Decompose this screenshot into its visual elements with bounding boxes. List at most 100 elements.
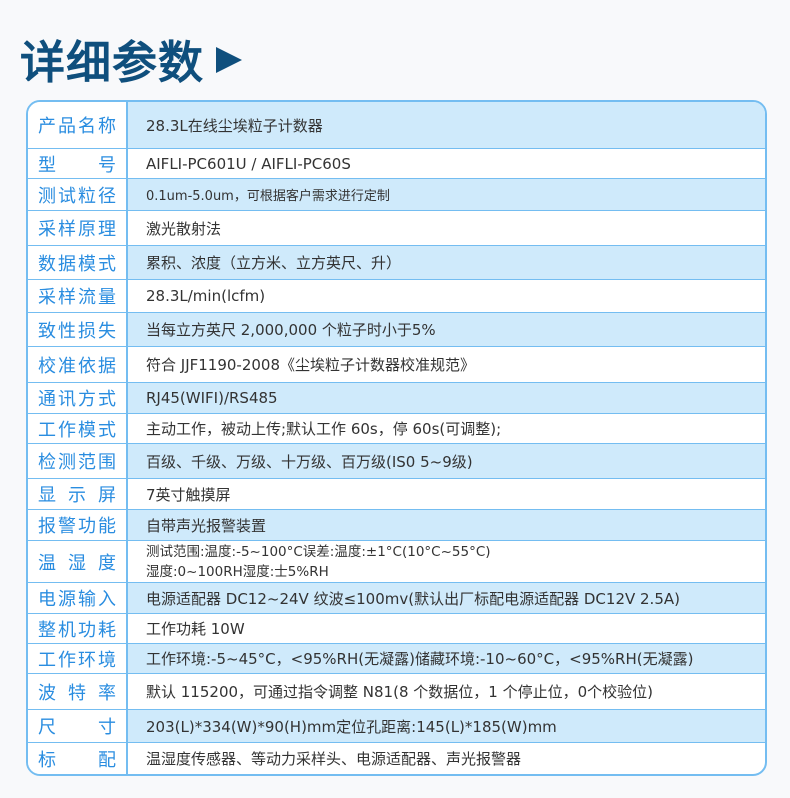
row-value: 自带声光报警装置 — [128, 510, 765, 540]
row-value-line: RJ45(WIFI)/RS485 — [146, 389, 278, 407]
table-row: 采样原理 激光散射法 — [28, 210, 765, 245]
row-label-text: 型号 — [38, 154, 116, 176]
table-row: 工作模式 主动工作，被动上传;默认工作 60s，停 60s(可调整); — [28, 413, 765, 443]
spec-table: 产品名称 28.3L在线尘埃粒子计数器型号 AIFLI-PC601U / AIFLI… — [26, 100, 767, 776]
row-label-text: 报警功能 — [38, 516, 116, 537]
table-row: 显示屏 7英寸触摸屏 — [28, 478, 765, 509]
row-label: 采样原理 — [28, 211, 128, 245]
row-value: 工作环境:-5~45°C，<95%RH(无凝露)储藏环境:-10~60°C，<9… — [128, 644, 765, 673]
row-value: 7英寸触摸屏 — [128, 479, 765, 509]
row-value-line: AIFLI-PC601U / AIFLI-PC60S — [146, 154, 351, 173]
row-label: 报警功能 — [28, 510, 128, 540]
page-title-text: 详细参数 — [20, 35, 205, 89]
row-value-line: 当每立方英尺 2,000,000 个粒子时小于5% — [146, 321, 436, 339]
row-value: 当每立方英尺 2,000,000 个粒子时小于5% — [128, 313, 765, 346]
row-value: 测试范围:温度:-5~100°C误差:温度:±1°C(10°C~55°C) 湿度:… — [128, 541, 765, 582]
table-row: 型号 AIFLI-PC601U / AIFLI-PC60S — [28, 148, 765, 178]
table-row: 温湿度 测试范围:温度:-5~100°C误差:温度:±1°C(10°C~55°C)… — [28, 540, 765, 582]
row-value-line: 自带声光报警装置 — [146, 516, 267, 535]
row-label-text: 温湿度 — [38, 552, 116, 574]
row-label: 工作环境 — [28, 644, 128, 673]
row-value-line: 湿度:0~100RH湿度:士5%RH — [146, 563, 329, 580]
row-label-text: 通讯方式 — [38, 389, 116, 410]
row-label-text: 校准依据 — [38, 355, 116, 377]
table-row: 采样流量 28.3L/min(lcfm) — [28, 279, 765, 312]
row-value: 累积、浓度（立方米、立方英尺、升） — [128, 246, 765, 279]
row-value-line: 主动工作，被动上传;默认工作 60s，停 60s(可调整); — [146, 420, 502, 438]
row-value: RJ45(WIFI)/RS485 — [128, 383, 765, 413]
table-row: 波特率 默认 115200，可通过指令调整 N81(8 个数据位，1 个停止位，0… — [28, 673, 765, 709]
row-label: 数据模式 — [28, 246, 128, 279]
row-label-text: 显示屏 — [38, 485, 116, 506]
table-row: 检测范围 百级、千级、万级、十万级、百万级(IS0 5~9级) — [28, 443, 765, 478]
row-value-line: 测试范围:温度:-5~100°C误差:温度:±1°C(10°C~55°C) — [146, 543, 491, 560]
row-value-line: 电源适配器 DC12~24V 纹波≤100mv(默认出厂标配电源适配器 DC12… — [146, 589, 680, 608]
row-value: 工作功耗 10W — [128, 614, 765, 643]
row-value-line: 激光散射法 — [146, 219, 222, 238]
row-value-line: 28.3L/min(lcfm) — [146, 287, 266, 305]
row-label-text: 波特率 — [38, 682, 116, 704]
table-row: 致性损失 当每立方英尺 2,000,000 个粒子时小于5% — [28, 312, 765, 346]
table-row: 数据模式 累积、浓度（立方米、立方英尺、升） — [28, 245, 765, 279]
row-value: 主动工作，被动上传;默认工作 60s，停 60s(可调整); — [128, 414, 765, 443]
row-value: 符合 JJF1190-2008《尘埃粒子计数器校准规范》 — [128, 347, 765, 382]
row-value-line: 温湿度传感器、等动力采样头、电源适配器、声光报警器 — [146, 750, 522, 768]
row-value: 203(L)*334(W)*90(H)mm定位孔距离:145(L)*185(W)… — [128, 710, 765, 742]
table-row: 校准依据 符合 JJF1190-2008《尘埃粒子计数器校准规范》 — [28, 346, 765, 382]
row-value-line: 28.3L在线尘埃粒子计数器 — [146, 116, 323, 135]
row-label-text: 采样原理 — [38, 219, 116, 240]
row-label: 波特率 — [28, 674, 128, 709]
row-value: 温湿度传感器、等动力采样头、电源适配器、声光报警器 — [128, 743, 765, 774]
row-label-text: 测试粒径 — [38, 185, 116, 207]
row-label-text: 采样流量 — [38, 287, 116, 308]
table-row: 标配 温湿度传感器、等动力采样头、电源适配器、声光报警器 — [28, 742, 765, 774]
row-label: 整机功耗 — [28, 614, 128, 643]
table-row: 整机功耗 工作功耗 10W — [28, 613, 765, 643]
row-label: 致性损失 — [28, 313, 128, 346]
row-value: 激光散射法 — [128, 211, 765, 245]
table-row: 测试粒径 0.1um-5.0um，可根据客户需求进行定制 — [28, 178, 765, 210]
row-label: 采样流量 — [28, 280, 128, 312]
row-label: 检测范围 — [28, 444, 128, 478]
row-value: 28.3L在线尘埃粒子计数器 — [128, 102, 765, 148]
row-label-text: 产品名称 — [38, 116, 116, 137]
row-value-line: 百级、千级、万级、十万级、百万级(IS0 5~9级) — [146, 452, 473, 471]
row-label: 显示屏 — [28, 479, 128, 509]
row-label: 校准依据 — [28, 347, 128, 382]
row-label-text: 整机功耗 — [38, 619, 116, 641]
row-value-line: 0.1um-5.0um，可根据客户需求进行定制 — [146, 189, 390, 204]
row-label: 温湿度 — [28, 541, 128, 582]
row-label: 电源输入 — [28, 583, 128, 613]
row-label-text: 工作模式 — [38, 419, 116, 441]
row-value: 28.3L/min(lcfm) — [128, 280, 765, 312]
row-label: 工作模式 — [28, 414, 128, 443]
row-value-line: 符合 JJF1190-2008《尘埃粒子计数器校准规范》 — [146, 356, 476, 374]
triangle-right-icon — [216, 47, 243, 73]
row-value: 电源适配器 DC12~24V 纹波≤100mv(默认出厂标配电源适配器 DC12… — [128, 583, 765, 613]
table-row: 工作环境 工作环境:-5~45°C，<95%RH(无凝露)储藏环境:-10~60°… — [28, 643, 765, 673]
row-value: 默认 115200，可通过指令调整 N81(8 个数据位，1 个停止位，0个校验… — [128, 674, 765, 709]
row-label: 标配 — [28, 743, 128, 774]
row-label-text: 标配 — [38, 749, 116, 771]
row-value-line: 累积、浓度（立方米、立方英尺、升） — [146, 254, 402, 272]
row-value-line: 默认 115200，可通过指令调整 N81(8 个数据位，1 个停止位，0个校验… — [146, 683, 653, 701]
row-value-line: 203(L)*334(W)*90(H)mm定位孔距离:145(L)*185(W)… — [146, 717, 557, 736]
row-value: AIFLI-PC601U / AIFLI-PC60S — [128, 149, 765, 178]
row-label: 测试粒径 — [28, 179, 128, 210]
row-value: 0.1um-5.0um，可根据客户需求进行定制 — [128, 179, 765, 210]
table-row: 产品名称 28.3L在线尘埃粒子计数器 — [28, 102, 765, 148]
row-label-text: 工作环境 — [38, 649, 116, 671]
row-label: 通讯方式 — [28, 383, 128, 413]
row-label-text: 检测范围 — [38, 452, 116, 473]
row-label-text: 电源输入 — [38, 589, 116, 610]
row-value: 百级、千级、万级、十万级、百万级(IS0 5~9级) — [128, 444, 765, 478]
table-row: 电源输入 电源适配器 DC12~24V 纹波≤100mv(默认出厂标配电源适配器 … — [28, 582, 765, 613]
row-value-line: 工作功耗 10W — [146, 620, 245, 638]
row-label: 尺寸 — [28, 710, 128, 742]
row-label: 型号 — [28, 149, 128, 178]
row-label: 产品名称 — [28, 102, 128, 148]
row-label-text: 致性损失 — [38, 320, 116, 342]
row-value-line: 7英寸触摸屏 — [146, 485, 231, 504]
table-row: 报警功能 自带声光报警装置 — [28, 509, 765, 540]
row-label-text: 尺寸 — [38, 717, 116, 738]
